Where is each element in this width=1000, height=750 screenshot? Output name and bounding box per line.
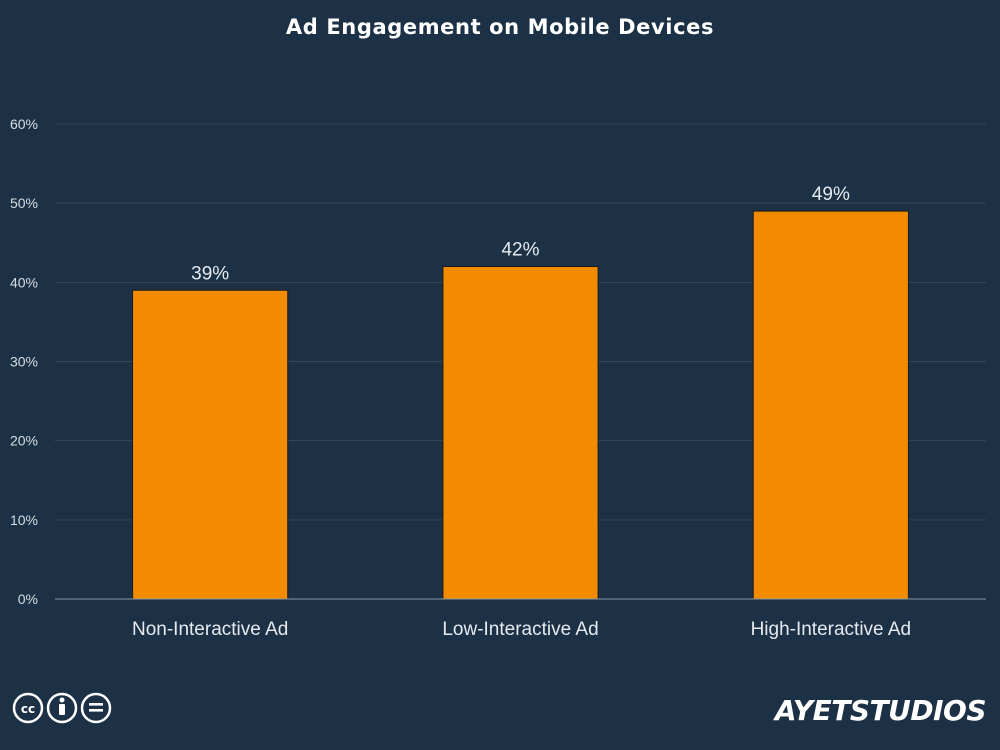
x-axis-tick-labels: Non-Interactive Ad Low-Interactive Ad High… — [132, 619, 911, 640]
x-tick-label: Low-Interactive Ad — [442, 619, 598, 640]
data-label: 39% — [191, 263, 229, 284]
y-tick-label: 40% — [10, 274, 38, 290]
by-attribution-icon — [46, 692, 78, 724]
cc-icon: cc — [12, 692, 44, 724]
y-tick-label: 50% — [10, 195, 38, 211]
y-tick-label: 0% — [18, 591, 38, 607]
bars — [132, 210, 909, 600]
y-tick-label: 20% — [10, 433, 38, 449]
bar — [442, 266, 599, 600]
svg-text:cc: cc — [21, 702, 35, 716]
y-tick-label: 10% — [10, 512, 38, 528]
data-labels: 39% 42% 49% — [191, 184, 850, 284]
bar — [132, 289, 289, 600]
x-tick-label: High-Interactive Ad — [751, 619, 912, 640]
chart-title: Ad Engagement on Mobile Devices — [286, 15, 714, 39]
bar — [752, 210, 909, 600]
x-tick-label: Non-Interactive Ad — [132, 619, 288, 640]
brand-logo: AYETSTUDIOS — [773, 694, 987, 727]
no-derivatives-icon — [80, 692, 112, 724]
y-tick-label: 60% — [10, 116, 38, 132]
license-icons: cc — [12, 692, 112, 724]
y-tick-label: 30% — [10, 354, 38, 370]
y-axis-tick-labels: 0% 10% 20% 30% 40% 50% 60% — [10, 116, 38, 607]
data-label: 49% — [812, 184, 850, 205]
data-label: 42% — [501, 240, 539, 261]
brand-logo-text: AYETSTUDIOS — [773, 694, 986, 727]
